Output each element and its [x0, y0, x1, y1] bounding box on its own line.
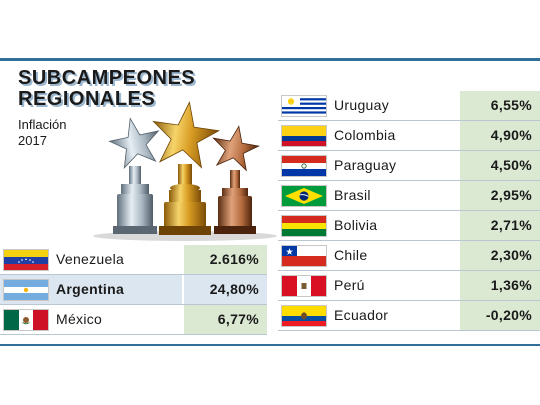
table-row: Chile 2,30% [278, 241, 540, 271]
table-row: Brasil 2,95% [278, 181, 540, 211]
left-inflation-table: Venezuela 2.616% Argentina 24,80% [0, 245, 267, 337]
page-title: SUBCAMPEONES REGIONALES [18, 68, 195, 110]
silver-trophy-icon [108, 117, 160, 234]
table-row: Colombia 4,90% [278, 121, 540, 151]
inflation-value: 2,71% [490, 217, 532, 233]
inflation-value: 6,55% [490, 97, 532, 113]
table-row: Bolivia 2,71% [278, 211, 540, 241]
country-name: Perú [334, 277, 365, 293]
country-name: Colombia [334, 127, 396, 143]
country-name: Ecuador [334, 307, 389, 323]
trophies-illustration [93, 101, 277, 241]
inflation-value: 2,30% [490, 247, 532, 263]
inflation-value: 24,80% [209, 281, 259, 297]
bottom-border [0, 344, 540, 346]
table-row: Perú 1,36% [278, 271, 540, 301]
country-name: Uruguay [334, 97, 390, 113]
country-name: Argentina [56, 281, 125, 297]
subtitle: Inflación 2017 [18, 117, 66, 149]
argentina-flag-icon [3, 279, 49, 301]
gold-trophy-icon [152, 101, 221, 235]
inflation-value: -0,20% [485, 307, 532, 323]
colombia-flag-icon [281, 125, 327, 147]
uruguay-flag-icon [281, 95, 327, 117]
table-row: México 6,77% [0, 305, 267, 335]
right-inflation-table: Uruguay 6,55% Colombia 4,90% [278, 91, 540, 335]
inflation-value: 4,50% [490, 157, 532, 173]
inflation-value: 2,95% [490, 187, 532, 203]
title-line-1: SUBCAMPEONES [18, 67, 196, 89]
country-name: Bolivia [334, 217, 378, 233]
top-border [0, 58, 540, 61]
title-line-2: REGIONALES [18, 88, 156, 110]
paraguay-flag-icon [281, 155, 327, 177]
bronze-trophy-icon [212, 125, 260, 234]
peru-flag-icon [281, 275, 327, 297]
inflation-value: 1,36% [490, 277, 532, 293]
inflation-value: 2.616% [209, 251, 259, 267]
country-name: Chile [334, 247, 368, 263]
chile-flag-icon [281, 245, 327, 267]
inflation-value: 6,77% [217, 311, 259, 327]
ecuador-flag-icon [281, 305, 327, 327]
table-row: Paraguay 4,50% [278, 151, 540, 181]
table-row: Ecuador -0,20% [278, 301, 540, 331]
table-row: Venezuela 2.616% [0, 245, 267, 275]
mexico-flag-icon [3, 309, 49, 331]
table-row: Argentina 24,80% [0, 275, 267, 305]
brasil-flag-icon [281, 185, 327, 207]
country-name: México [56, 311, 103, 327]
subtitle-line-1: Inflación [18, 117, 67, 132]
subtitle-line-2: 2017 [18, 133, 47, 148]
venezuela-flag-icon [3, 249, 49, 271]
inflation-value: 4,90% [490, 127, 532, 143]
country-name: Venezuela [56, 251, 125, 267]
bolivia-flag-icon [281, 215, 327, 237]
table-row: Uruguay 6,55% [278, 91, 540, 121]
country-name: Paraguay [334, 157, 397, 173]
country-name: Brasil [334, 187, 371, 203]
